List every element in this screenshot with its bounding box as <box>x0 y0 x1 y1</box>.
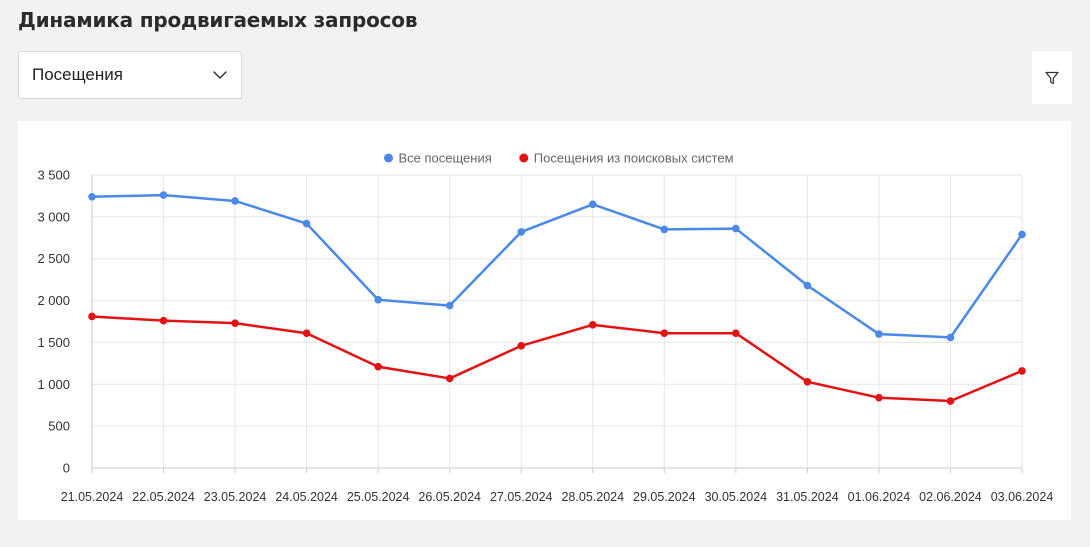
data-point[interactable] <box>517 341 526 350</box>
series-line <box>90 315 1024 403</box>
x-tick-label: 22.05.2024 <box>132 490 195 504</box>
legend-marker <box>384 153 393 163</box>
data-point[interactable] <box>946 333 955 342</box>
y-tick-label: 1 500 <box>37 335 70 350</box>
data-point[interactable] <box>374 295 382 304</box>
data-point[interactable] <box>159 316 168 325</box>
y-tick-label: 500 <box>48 419 70 434</box>
data-point[interactable] <box>159 191 168 199</box>
metric-select[interactable]: Посещения <box>18 51 242 99</box>
y-tick-label: 3 500 <box>37 168 70 183</box>
series-line <box>90 193 1024 339</box>
data-point[interactable] <box>88 192 96 201</box>
data-point[interactable] <box>517 228 526 236</box>
chevron-down-icon <box>213 70 227 80</box>
data-point[interactable] <box>946 397 955 405</box>
data-point[interactable] <box>660 225 669 234</box>
data-point[interactable] <box>1018 230 1026 239</box>
filter-button[interactable] <box>1032 51 1072 104</box>
legend-marker <box>519 153 529 163</box>
x-tick-label: 24.05.2024 <box>275 490 338 504</box>
data-point[interactable] <box>803 377 812 386</box>
data-point[interactable] <box>302 329 311 338</box>
x-tick-label: 25.05.2024 <box>347 490 410 504</box>
line-chart: 0 500 1 000 1 500 2 000 2 500 3 000 3 500 21.05.… <box>37 151 1054 505</box>
data-point[interactable] <box>803 281 812 290</box>
x-tick-label: 01.06.2024 <box>848 490 911 504</box>
data-point[interactable] <box>732 329 740 338</box>
legend-item[interactable]: Посещения из поисковых систем <box>519 151 734 166</box>
filter-icon <box>1045 71 1059 84</box>
y-tick-label: 3 000 <box>37 209 70 224</box>
chart-card: 0 500 1 000 1 500 2 000 2 500 3 000 3 500 21.05.… <box>18 121 1071 520</box>
x-tick-label: 21.05.2024 <box>61 490 124 504</box>
y-tick-label: 2 500 <box>37 251 70 266</box>
data-point[interactable] <box>374 362 382 371</box>
data-point[interactable] <box>231 319 239 327</box>
data-point[interactable] <box>88 312 96 321</box>
data-point[interactable] <box>1018 367 1026 375</box>
data-point[interactable] <box>660 329 669 338</box>
x-tick-label: 28.05.2024 <box>561 490 624 504</box>
legend-label: Посещения из поисковых систем <box>534 151 734 166</box>
data-point[interactable] <box>732 224 740 233</box>
series-2 <box>88 312 1026 405</box>
legend-item[interactable]: Все посещения <box>384 151 492 166</box>
x-tick-label: 27.05.2024 <box>490 490 553 504</box>
data-point[interactable] <box>875 330 883 338</box>
x-tick-label: 02.06.2024 <box>919 490 982 504</box>
legend-label: Все посещения <box>399 151 492 166</box>
x-tick-label: 31.05.2024 <box>776 490 839 504</box>
series-1 <box>88 191 1026 342</box>
data-point[interactable] <box>588 321 597 329</box>
y-tick-label: 2 000 <box>37 293 70 308</box>
y-tick-label: 1 000 <box>37 377 70 392</box>
data-point[interactable] <box>231 197 239 205</box>
page-title: Динамика продвигаемых запросов <box>18 8 418 32</box>
data-point[interactable] <box>445 374 454 383</box>
data-point[interactable] <box>588 200 597 209</box>
x-tick-label: 30.05.2024 <box>705 490 768 504</box>
data-point[interactable] <box>302 219 311 228</box>
data-point[interactable] <box>875 393 883 402</box>
metric-select-value: Посещения <box>32 65 123 84</box>
x-tick-label: 23.05.2024 <box>204 490 267 504</box>
data-point[interactable] <box>445 301 454 310</box>
y-tick-label: 0 <box>63 461 70 476</box>
x-tick-label: 29.05.2024 <box>633 490 696 504</box>
x-tick-label: 26.05.2024 <box>418 490 481 504</box>
x-tick-label: 03.06.2024 <box>991 490 1054 504</box>
